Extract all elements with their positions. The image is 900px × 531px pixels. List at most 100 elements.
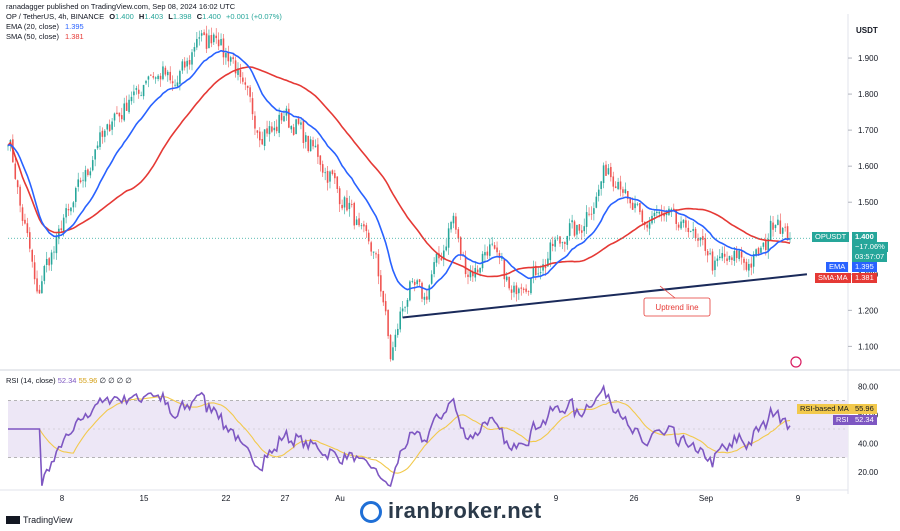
candle-body (397, 328, 399, 335)
ema-tag-label: EMA (826, 262, 849, 272)
candle-body (593, 208, 595, 214)
tradingview-icon (6, 516, 20, 524)
candle-body (314, 145, 317, 148)
candle-body (418, 279, 421, 283)
candle-body (193, 47, 196, 52)
candle-body (653, 212, 656, 217)
candle-body (70, 207, 72, 212)
candle-body (188, 59, 191, 65)
legend-main: ranadagger published on TradingView.com,… (6, 2, 285, 42)
candle-body (33, 262, 36, 280)
candle-body (360, 225, 363, 227)
time-tick-label: 27 (281, 494, 290, 503)
time-tick-label: Sep (699, 494, 714, 503)
candle-body (566, 236, 569, 245)
ohlc-h-label: H (138, 12, 145, 21)
candle-body (699, 237, 702, 241)
candle-body (67, 209, 70, 211)
candle-body (309, 139, 312, 152)
candle-body (198, 37, 201, 39)
ohlc-o-value: 1.400 (115, 12, 134, 21)
candle-body (597, 189, 600, 196)
candle-body (639, 203, 641, 213)
candle-body (767, 239, 769, 252)
candle-body (222, 38, 225, 58)
rsi-tick-label: 40.00 (858, 439, 879, 448)
candle-body (549, 242, 552, 261)
price-tick-label: 1.800 (858, 90, 879, 99)
candle-body (19, 186, 21, 206)
published-text: ranadagger published on TradingView.com,… (6, 2, 236, 11)
price-tick-label: 1.700 (858, 126, 879, 135)
candle-body (375, 253, 377, 255)
candle-body (227, 52, 230, 62)
candle-body (295, 119, 297, 134)
currency-label[interactable]: USDT (856, 26, 878, 35)
ohlc-c-value: 1.400 (202, 12, 221, 21)
candle-body (496, 247, 498, 253)
candle-body (164, 67, 167, 75)
candle-body (367, 232, 370, 242)
ema-line (7, 49, 791, 291)
rsi-tag-value: 52.34 (852, 415, 877, 425)
candle-body (573, 221, 576, 236)
legend-rsi[interactable]: RSI (14, close) 52.34 55.96 ∅ ∅ ∅ ∅ (6, 376, 132, 386)
candle-body (585, 212, 588, 227)
candle-body (137, 89, 140, 94)
candle-body (358, 218, 360, 226)
candle-body (324, 172, 326, 174)
candle-body (283, 116, 285, 122)
candle-body (147, 76, 150, 80)
candle-body (646, 224, 648, 228)
symbol-row: OP / TetherUS, 4h, BINANCE O1.400 H1.403… (6, 12, 285, 22)
time-axis-ticks: 8 15 22 27 Au 9 26 Sep 9 (60, 494, 801, 503)
candle-body (564, 242, 566, 244)
candle-body (748, 264, 750, 271)
candle-body (443, 250, 445, 260)
candle-body (292, 127, 295, 135)
candle-body (433, 262, 435, 275)
candle-body (336, 176, 339, 189)
sma-tag-value: 1.381 (852, 273, 877, 283)
candle-body (43, 266, 46, 281)
candle-body (392, 347, 394, 361)
candle-body (130, 96, 133, 102)
annotation-label: Uptrend line (655, 303, 699, 312)
candle-body (261, 139, 263, 145)
candle-body (680, 221, 682, 229)
candle-body (510, 289, 513, 293)
candle-body (648, 222, 651, 229)
ema-legend-row[interactable]: EMA (20, close) 1.395 (6, 22, 285, 32)
sma-line (7, 66, 791, 278)
candle-body (435, 253, 438, 263)
candle-body (777, 219, 779, 225)
candle-body (694, 228, 697, 239)
sma-legend-value: 1.381 (64, 32, 84, 41)
candle-body (561, 242, 564, 244)
candle-body (450, 221, 452, 230)
candle-body (113, 113, 116, 121)
candle-body (409, 281, 411, 301)
tradingview-logo[interactable]: TradingView (6, 515, 73, 525)
candle-body (213, 34, 215, 43)
candle-body (411, 280, 414, 282)
sma-legend-row[interactable]: SMA (50, close) 1.381 (6, 32, 285, 42)
candle-body (215, 35, 217, 39)
candle-body (551, 243, 554, 247)
candle-body (16, 180, 19, 188)
price-tick-label: 1.200 (858, 306, 879, 315)
candle-body (692, 229, 694, 231)
candle-body (467, 274, 469, 277)
candle-body (280, 113, 283, 121)
candle-body (75, 188, 77, 202)
candle-body (769, 220, 772, 241)
candle-body (765, 241, 767, 251)
symbol-label: OP / TetherUS, 4h, BINANCE (6, 12, 105, 21)
candle-body (372, 251, 375, 253)
candle-body (568, 223, 571, 236)
candle-body (682, 219, 685, 224)
candle-body (786, 226, 789, 241)
rsi-tick-label: 20.00 (858, 468, 879, 477)
